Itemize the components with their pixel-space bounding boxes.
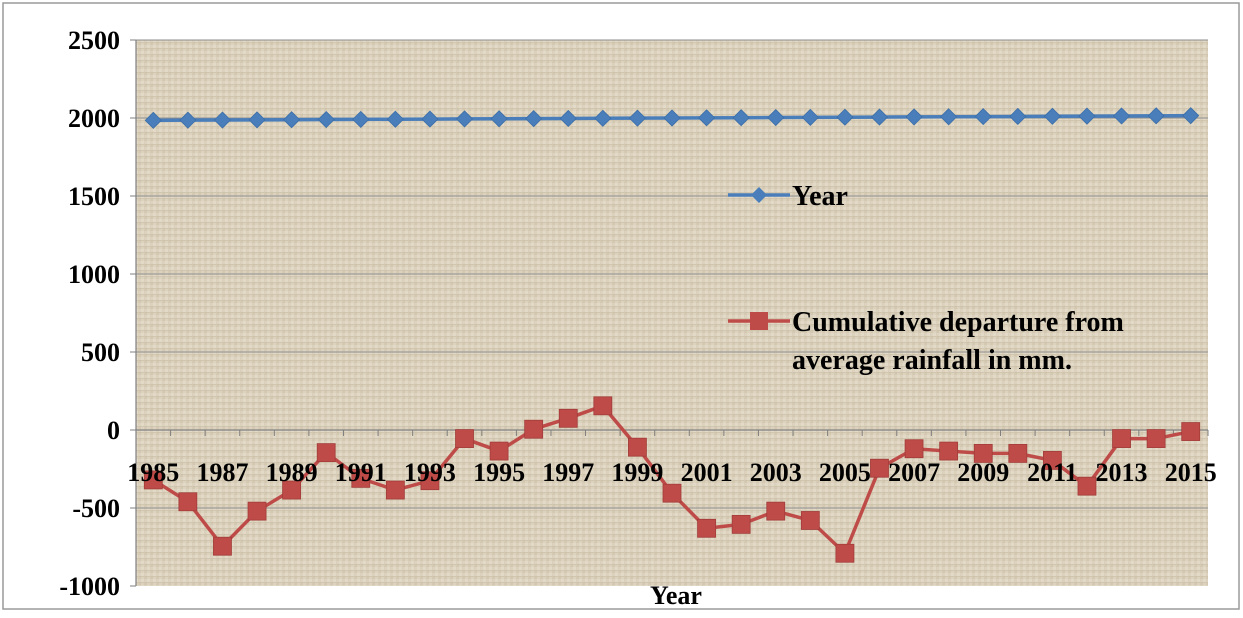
data-point: [525, 110, 543, 128]
data-point: [1077, 476, 1097, 496]
data-point: [385, 480, 405, 500]
data-point: [836, 108, 854, 126]
y-tick-label: 1000: [68, 260, 120, 289]
data-point: [766, 501, 786, 521]
series-layer: [143, 107, 1201, 563]
data-point: [1112, 429, 1131, 448]
x-tick-label: 1987: [196, 458, 248, 487]
data-point: [316, 443, 336, 463]
data-point: [524, 419, 544, 439]
data-point: [178, 492, 198, 512]
data-point: [1182, 107, 1200, 125]
legend-label-2: Cumulative departure from: [792, 307, 1124, 338]
data-point: [870, 458, 889, 478]
data-point: [455, 110, 474, 128]
data-point: [974, 108, 992, 126]
x-tick-label: 2005: [819, 458, 871, 487]
x-tick-label: 1985: [127, 458, 179, 487]
legend-label-1: Year: [792, 181, 848, 212]
y-tick-label: -500: [72, 494, 120, 523]
x-tick-label: 1995: [473, 458, 525, 487]
data-point: [767, 108, 785, 127]
data-point: [248, 111, 266, 129]
data-point: [1147, 107, 1165, 125]
x-tick-label: 2001: [681, 458, 733, 487]
y-tick-label: 500: [81, 338, 120, 367]
x-tick-label: 2003: [750, 458, 802, 487]
data-point: [593, 396, 613, 416]
data-point: [1008, 443, 1028, 463]
data-point: [663, 109, 681, 127]
data-point: [490, 110, 508, 128]
data-point: [352, 110, 370, 128]
data-point: [870, 108, 889, 126]
y-tick-label: -1000: [59, 572, 120, 601]
y-tick-labels: -1000 -500 0 500 1000 1500 2000 2500: [59, 26, 120, 601]
legend-label-2: average rainfall in mm.: [792, 345, 1072, 376]
y-tick-label: 2500: [68, 26, 120, 55]
data-point: [731, 514, 751, 534]
x-tick-labels: 1985 1987 1989 1991 1993 1995 1997 1999 2001 2003…: [127, 458, 1216, 487]
data-point: [662, 483, 682, 503]
data-point: [143, 470, 163, 490]
data-point: [1078, 107, 1096, 125]
x-axis-title: Year: [650, 581, 702, 610]
data-point: [558, 408, 578, 428]
data-point: [1181, 422, 1201, 441]
data-point: [1112, 107, 1131, 125]
data-point: [905, 108, 923, 126]
data-point: [1009, 107, 1027, 126]
data-point: [351, 468, 371, 488]
data-point: [317, 110, 335, 129]
data-point: [386, 110, 404, 128]
data-point: [283, 111, 301, 129]
data-point: [455, 429, 474, 448]
data-point: [144, 111, 162, 129]
x-tick-label: 2011: [1027, 458, 1078, 487]
x-tick-label: 2015: [1165, 458, 1217, 487]
data-point: [698, 109, 716, 127]
data-point: [940, 108, 958, 126]
x-tick-label: 2013: [1096, 458, 1148, 487]
x-tick-label: 2007: [888, 458, 940, 487]
legend-marker-square: [750, 312, 768, 330]
data-point: [628, 437, 647, 457]
data-point: [628, 109, 646, 127]
data-point: [559, 109, 577, 128]
data-point: [973, 443, 993, 463]
y-tick-label: 1500: [68, 182, 120, 211]
data-point: [835, 543, 855, 563]
data-point: [282, 480, 302, 500]
x-tick-label: 1991: [335, 458, 387, 487]
y-tick-label: 0: [107, 416, 120, 445]
data-point: [1146, 429, 1166, 448]
data-point: [213, 111, 232, 129]
data-point: [800, 511, 820, 530]
data-point: [594, 109, 612, 127]
x-tick-label: 1997: [542, 458, 594, 487]
data-point: [213, 536, 232, 556]
y-tick-label: 2000: [68, 104, 120, 133]
data-point: [247, 501, 267, 521]
x-tick-label: 1999: [611, 458, 663, 487]
legend-marker-diamond: [751, 187, 767, 203]
x-tick-label: 2009: [957, 458, 1009, 487]
data-point: [421, 110, 439, 128]
data-point: [179, 111, 197, 129]
data-point: [1043, 107, 1061, 125]
data-point: [489, 441, 509, 461]
data-point: [1042, 451, 1062, 470]
legend: Year Cumulative departure from average rai…: [728, 181, 1124, 376]
x-tick-label: 1989: [266, 458, 318, 487]
axes: [130, 39, 1209, 587]
data-point: [904, 439, 924, 459]
data-point: [801, 108, 819, 126]
data-point: [420, 471, 440, 491]
data-point: [697, 518, 716, 538]
data-point: [939, 441, 959, 461]
data-point: [732, 109, 750, 127]
x-tick-label: 1993: [404, 458, 456, 487]
